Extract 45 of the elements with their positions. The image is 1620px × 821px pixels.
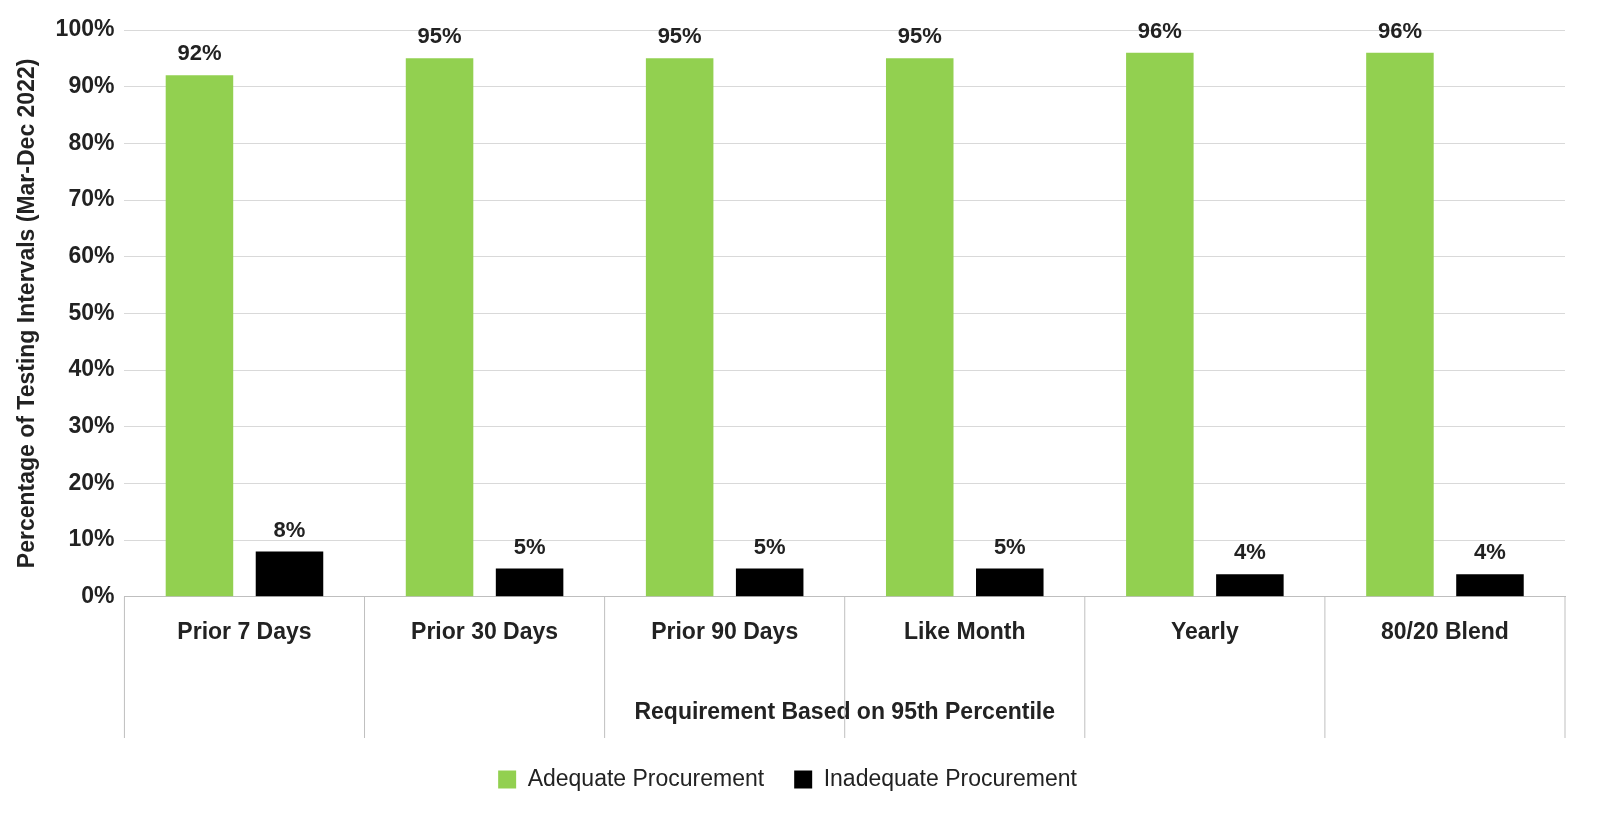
x-tick-label: Prior 90 Days bbox=[651, 617, 799, 644]
x-tick-label: Prior 7 Days bbox=[177, 617, 312, 644]
y-tick-label: 30% bbox=[68, 412, 115, 439]
data-label: 96% bbox=[1137, 17, 1182, 43]
bar bbox=[165, 75, 234, 597]
data-label: 5% bbox=[753, 533, 786, 559]
y-tick-label: 10% bbox=[68, 525, 115, 552]
bar bbox=[976, 568, 1044, 597]
x-tick-label: Like Month bbox=[904, 617, 1026, 644]
bar bbox=[645, 58, 714, 597]
y-tick-label: 50% bbox=[68, 298, 115, 325]
y-tick-label: 40% bbox=[68, 355, 115, 382]
data-label: 92% bbox=[177, 40, 222, 66]
data-label: 5% bbox=[993, 533, 1026, 559]
data-label: 5% bbox=[513, 533, 546, 559]
bar bbox=[1366, 52, 1434, 597]
y-tick-label: 20% bbox=[68, 468, 115, 495]
y-axis-title: Percentage of Testing Intervals (Mar-Dec 2022) bbox=[13, 58, 40, 569]
y-tick-label: 90% bbox=[68, 72, 115, 99]
y-tick-label: 0% bbox=[81, 582, 115, 609]
x-tick-label: Prior 30 Days bbox=[411, 617, 559, 644]
bar bbox=[255, 551, 324, 597]
x-tick-label: 80/20 Blend bbox=[1381, 617, 1509, 644]
bar bbox=[1126, 52, 1194, 597]
data-label: 95% bbox=[417, 23, 462, 49]
y-tick-label: 60% bbox=[68, 242, 115, 269]
bar bbox=[1216, 574, 1284, 597]
bar bbox=[495, 568, 564, 597]
y-tick-label: 70% bbox=[68, 185, 115, 212]
y-tick-label: 100% bbox=[55, 15, 115, 42]
data-label: 95% bbox=[657, 23, 702, 49]
bar bbox=[735, 568, 804, 597]
y-tick-label: 80% bbox=[68, 128, 115, 155]
data-label: 4% bbox=[1474, 539, 1506, 565]
x-axis-title: Requirement Based on 95th Percentile bbox=[634, 697, 1055, 724]
bar bbox=[885, 58, 954, 597]
bar bbox=[405, 58, 474, 597]
x-tick-label: Yearly bbox=[1170, 617, 1239, 644]
data-label: 4% bbox=[1233, 539, 1266, 565]
legend-label: Inadequate Procurement bbox=[823, 764, 1078, 791]
bar bbox=[1456, 574, 1524, 597]
legend-label: Adequate Procurement bbox=[527, 764, 765, 791]
data-label: 8% bbox=[273, 516, 306, 542]
data-label: 96% bbox=[1377, 17, 1422, 43]
data-label: 95% bbox=[897, 23, 942, 49]
